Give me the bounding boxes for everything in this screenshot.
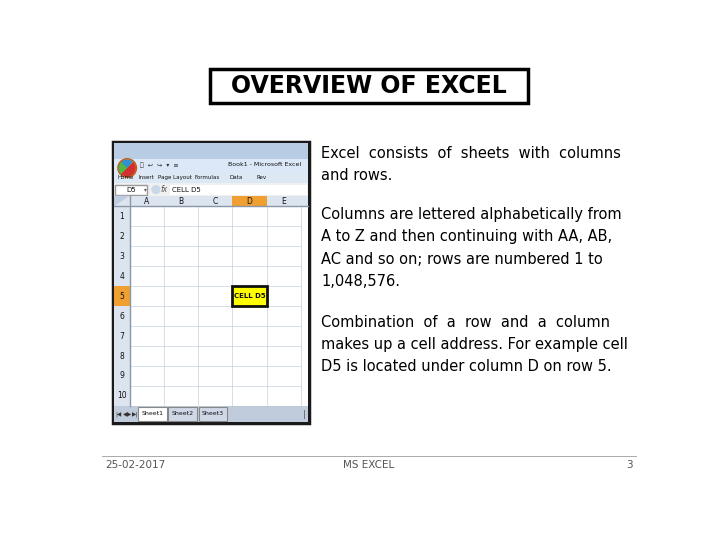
Text: Sheet3: Sheet3 bbox=[202, 411, 224, 416]
Text: Insert: Insert bbox=[138, 175, 154, 180]
Text: Rev: Rev bbox=[256, 175, 266, 180]
Text: Home: Home bbox=[117, 175, 133, 180]
Text: 2: 2 bbox=[120, 232, 124, 241]
Bar bbox=[114, 206, 130, 406]
Text: ▶|: ▶| bbox=[132, 411, 138, 417]
Text: Book1 - Microsoft Excel: Book1 - Microsoft Excel bbox=[228, 163, 301, 167]
Text: 25-02-2017: 25-02-2017 bbox=[106, 460, 166, 470]
Text: ▾: ▾ bbox=[145, 187, 147, 192]
Bar bbox=[114, 184, 307, 195]
Bar bbox=[233, 195, 266, 206]
Text: MS EXCEL: MS EXCEL bbox=[343, 460, 395, 470]
Text: OVERVIEW OF EXCEL: OVERVIEW OF EXCEL bbox=[231, 75, 507, 98]
Text: CELL D5: CELL D5 bbox=[234, 293, 265, 299]
Text: 6: 6 bbox=[120, 312, 125, 321]
Text: |◀: |◀ bbox=[116, 411, 122, 417]
Bar bbox=[114, 195, 307, 406]
Bar bbox=[114, 406, 307, 422]
Polygon shape bbox=[114, 195, 130, 206]
Bar bbox=[233, 286, 266, 306]
Bar bbox=[114, 143, 307, 159]
Bar bbox=[114, 286, 130, 306]
Text: |: | bbox=[303, 410, 306, 419]
Bar bbox=[168, 407, 197, 421]
Text: Data: Data bbox=[230, 175, 243, 180]
Wedge shape bbox=[121, 162, 136, 177]
Text: 8: 8 bbox=[120, 352, 124, 361]
Bar bbox=[170, 185, 307, 195]
Wedge shape bbox=[121, 159, 136, 174]
Text: 3: 3 bbox=[626, 460, 632, 470]
Text: 1: 1 bbox=[120, 212, 124, 221]
Bar bbox=[114, 195, 307, 206]
Bar bbox=[114, 159, 307, 171]
Text: Combination  of  a  row  and  a  column
makes up a cell address. For example cel: Combination of a row and a column makes … bbox=[321, 315, 628, 374]
Text: Formulas: Formulas bbox=[194, 175, 220, 180]
Circle shape bbox=[152, 186, 160, 193]
Text: D5: D5 bbox=[126, 186, 136, 193]
Bar bbox=[138, 407, 167, 421]
Text: C: C bbox=[212, 197, 218, 206]
Text: fx: fx bbox=[160, 185, 167, 194]
Text: 🖫  ↩  ↪  ▾  ≡: 🖫 ↩ ↪ ▾ ≡ bbox=[140, 162, 179, 168]
Text: Sheet1: Sheet1 bbox=[141, 411, 163, 416]
Text: E: E bbox=[282, 197, 286, 206]
Bar bbox=[113, 142, 309, 423]
Text: 5: 5 bbox=[120, 292, 125, 301]
Text: D: D bbox=[246, 197, 253, 206]
Text: B: B bbox=[179, 197, 184, 206]
Wedge shape bbox=[119, 162, 133, 177]
Text: 10: 10 bbox=[117, 392, 127, 401]
Text: 7: 7 bbox=[120, 332, 125, 341]
Text: Sheet2: Sheet2 bbox=[171, 411, 194, 416]
Circle shape bbox=[118, 159, 137, 177]
Bar bbox=[199, 407, 228, 421]
Text: A: A bbox=[144, 197, 149, 206]
Bar bbox=[114, 185, 148, 195]
Bar bbox=[210, 70, 528, 103]
Text: 3: 3 bbox=[120, 252, 125, 261]
Text: 4: 4 bbox=[120, 272, 125, 281]
Text: 9: 9 bbox=[120, 372, 125, 381]
Text: ◀: ◀ bbox=[122, 412, 127, 417]
Wedge shape bbox=[119, 159, 133, 174]
Text: Columns are lettered alphabetically from
A to Z and then continuing with AA, AB,: Columns are lettered alphabetically from… bbox=[321, 207, 621, 289]
Text: ▶: ▶ bbox=[127, 412, 132, 417]
Text: Excel  consists  of  sheets  with  columns
and rows.: Excel consists of sheets with columns an… bbox=[321, 146, 621, 183]
Text: CELL D5: CELL D5 bbox=[172, 186, 201, 193]
Bar bbox=[114, 171, 307, 184]
Text: Page Layout: Page Layout bbox=[158, 175, 192, 180]
